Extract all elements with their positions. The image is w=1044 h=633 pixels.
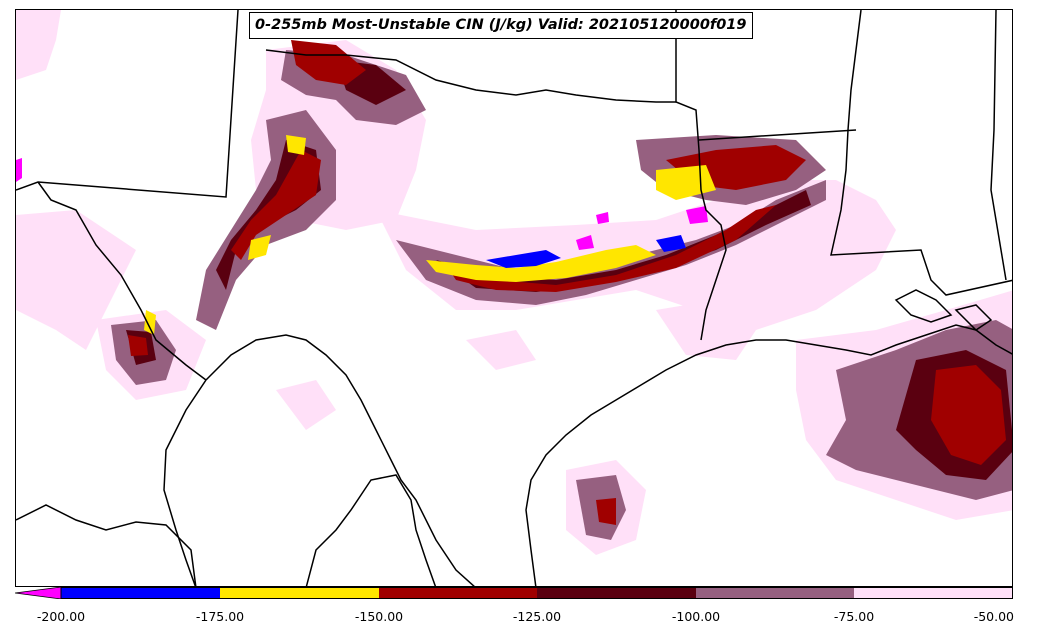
- map-title: 0-255mb Most-Unstable CIN (J/kg) Valid: …: [249, 12, 753, 39]
- colorbar-tick-label: -125.00: [512, 609, 562, 624]
- map-canvas: [16, 10, 1012, 586]
- state-borders: [16, 10, 1012, 381]
- colorbar-bin-mauve: [696, 587, 854, 599]
- colorbar-frame: [60, 587, 1013, 599]
- cin-shading-red: [128, 40, 1006, 525]
- coastline: [525, 289, 1012, 586]
- colorbar-tick-label: -175.00: [195, 609, 245, 624]
- colorbar-tick-label: -150.00: [354, 609, 404, 624]
- colorbar-tick-label: -50.00: [973, 609, 1015, 624]
- map-frame: [15, 9, 1013, 587]
- colorbar-extend-arrow: [15, 587, 62, 599]
- colorbar: [15, 587, 1013, 599]
- colorbar-tick-label: -100.00: [671, 609, 721, 624]
- cin-shading-magenta: [16, 158, 708, 250]
- colorbar-bin-yellow: [220, 587, 379, 599]
- colorbar-bin-darkmaroon: [537, 587, 696, 599]
- cin-shading-mauve: [111, 50, 1012, 540]
- colorbar-bin-red: [379, 587, 537, 599]
- colorbar-bin-lightpink: [854, 587, 1013, 599]
- colorbar-tick-label: -75.00: [833, 609, 875, 624]
- colorbar-bin-blue: [61, 587, 220, 599]
- colorbar-tick-label: -200.00: [36, 609, 86, 624]
- cin-shading-blue: [486, 235, 686, 268]
- country-border: [16, 334, 475, 586]
